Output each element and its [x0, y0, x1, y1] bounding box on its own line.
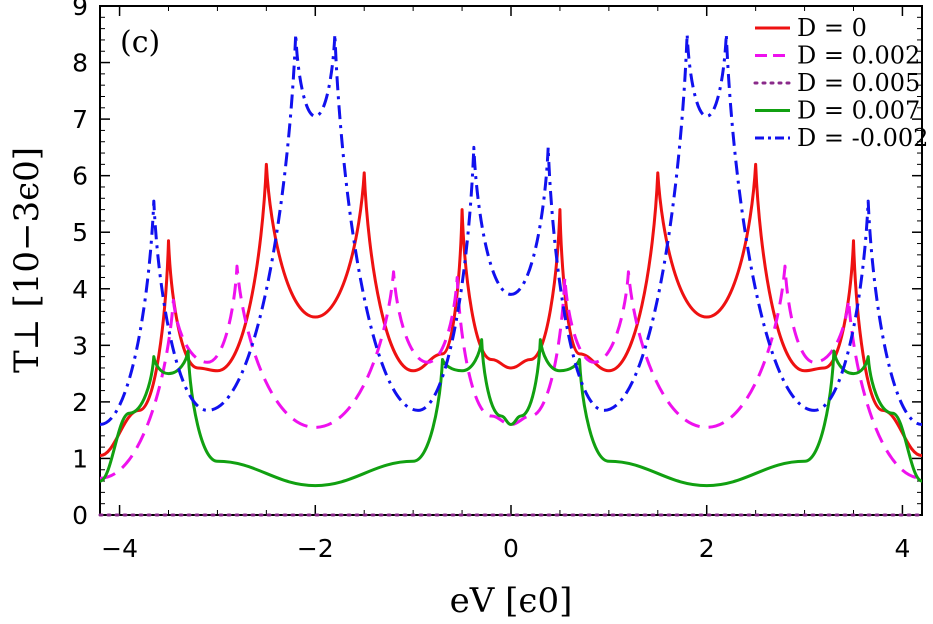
x-tick-label: 2 — [699, 534, 715, 563]
legend-label-1: D = 0.002 — [797, 42, 920, 70]
y-tick-label: 2 — [72, 388, 88, 417]
y-axis-ticks — [100, 5, 922, 516]
series-line-0 — [99, 162, 923, 458]
y-tick-label: 1 — [72, 444, 88, 473]
y-tick-label: 3 — [72, 331, 88, 360]
y-tick-label: 8 — [72, 49, 88, 78]
series-line-3 — [99, 338, 923, 488]
y-tick-label: 9 — [72, 0, 88, 21]
x-tick-label: −2 — [297, 534, 334, 563]
data-series — [98, 32, 924, 517]
y-tick-label: 7 — [72, 105, 88, 134]
x-tick-label: −4 — [101, 534, 138, 563]
y-tick-label: 6 — [72, 162, 88, 191]
series-line-4 — [99, 32, 923, 427]
y-tick-label: 4 — [72, 275, 88, 304]
series-line-1 — [99, 264, 923, 480]
legend-label-2: D = 0.005 — [797, 69, 920, 97]
x-axis-tick-labels: −4 −2 0 2 4 — [101, 534, 910, 563]
legend-label-4: D = -0.002 — [797, 124, 928, 152]
legend-label-3: D = 0.007 — [797, 97, 920, 125]
x-axis-title: eV [ϵ0] — [450, 581, 573, 621]
x-tick-label: 4 — [894, 534, 910, 563]
x-tick-label: 0 — [503, 534, 519, 563]
legend-label-0: D = 0 — [797, 14, 867, 42]
y-axis-tick-labels: 0 1 2 3 4 5 6 7 8 9 — [72, 0, 88, 530]
y-tick-label: 0 — [72, 501, 88, 530]
y-axis-title: T⊥ [10−3ϵ0] — [7, 147, 47, 373]
panel-label: (c) — [120, 25, 160, 60]
y-tick-label: 5 — [72, 218, 88, 247]
